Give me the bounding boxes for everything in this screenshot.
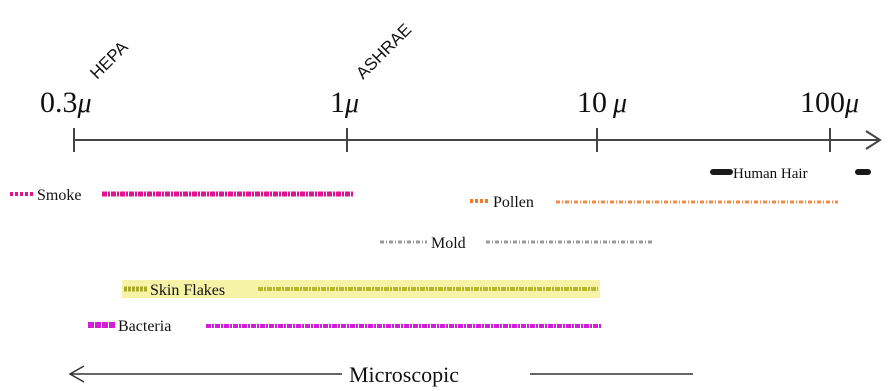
- tick-number: 100: [800, 86, 845, 119]
- human-hair-label: Human Hair: [733, 166, 808, 182]
- micron-unit: μ: [344, 88, 359, 119]
- mold-label: Mold: [431, 235, 466, 252]
- tick-number: 0.3: [40, 86, 78, 119]
- skin-flakes-label: Skin Flakes: [150, 282, 225, 299]
- tick-label-1: 1μ: [330, 86, 359, 119]
- bacteria-label: Bacteria: [118, 318, 171, 335]
- microscopic-arrowhead: [68, 365, 85, 383]
- svg-text:100μ: 100μ: [800, 86, 859, 119]
- axis-arrowhead: [865, 130, 882, 150]
- tick-label-10: 10 μ: [577, 86, 627, 119]
- tick-label-100: 100μ: [800, 86, 859, 119]
- particle-pollen: Pollen: [470, 194, 838, 211]
- hepa-label: HEPA: [86, 37, 132, 83]
- micron-unit: μ: [844, 88, 859, 119]
- tick-number: 10: [577, 86, 607, 119]
- svg-text:0.3μ: 0.3μ: [40, 86, 92, 119]
- svg-text:10μ: 10 μ: [577, 86, 627, 119]
- ashrae-label: ASHRAE: [352, 20, 415, 83]
- size-axis: [73, 128, 882, 152]
- particle-smoke: Smoke: [10, 187, 354, 204]
- particle-bacteria: Bacteria: [88, 318, 602, 335]
- microscopic-label: Microscopic: [349, 362, 459, 387]
- tick-label-0-3: 0.3μ: [40, 86, 92, 119]
- particle-skin-flakes: Skin Flakes: [122, 280, 600, 299]
- particle-mold: Mold: [380, 235, 652, 252]
- micron-unit: μ: [77, 88, 92, 119]
- svg-text:1μ: 1μ: [330, 86, 359, 119]
- microscopic-indicator: Microscopic: [68, 362, 693, 387]
- pollen-label: Pollen: [493, 194, 534, 211]
- smoke-label: Smoke: [37, 187, 81, 204]
- micron-unit: μ: [612, 88, 627, 119]
- particle-human-hair: Human Hair: [710, 166, 871, 182]
- tick-number: 1: [330, 86, 345, 119]
